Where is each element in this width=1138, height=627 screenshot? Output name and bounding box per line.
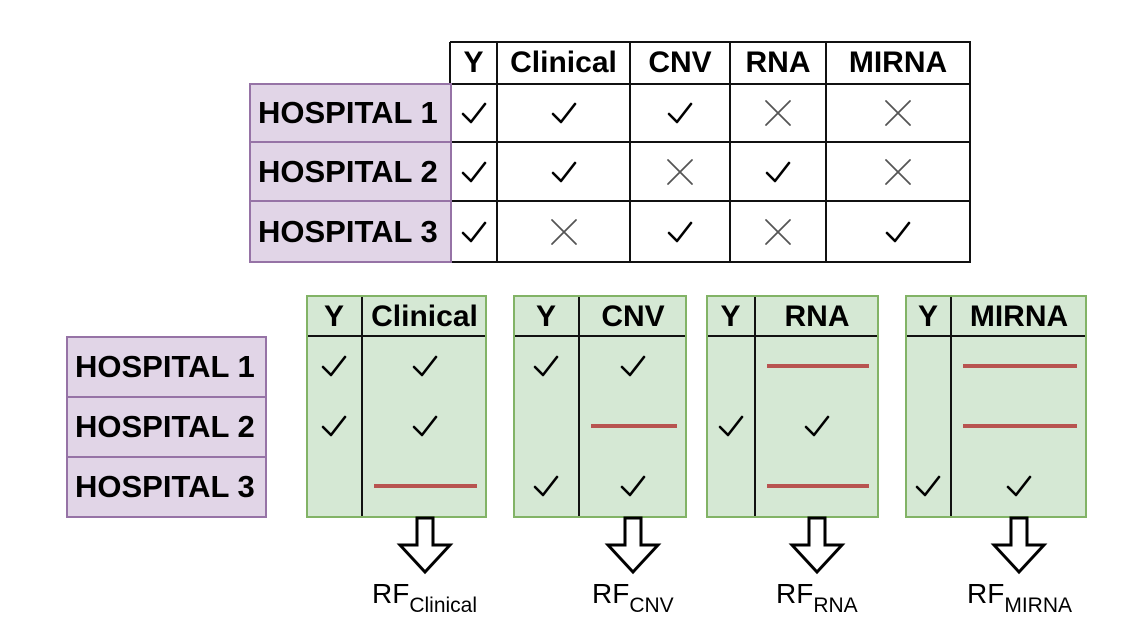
column-header-rna: RNA [745, 46, 811, 79]
hospital-label-3: HOSPITAL 3 [249, 200, 452, 263]
column-header-cnv: CNV [648, 46, 712, 79]
panel-header-cnv: CNV [601, 300, 665, 333]
check-icon [620, 355, 646, 377]
hospital-label-text: HOSPITAL 2 [258, 153, 438, 189]
down-arrow-icon [990, 516, 1048, 575]
check-icon [885, 221, 911, 242]
hospital-label-3-lower: HOSPITAL 3 [66, 456, 267, 518]
table-col-line [969, 42, 971, 263]
hospital-label-1-lower: HOSPITAL 1 [66, 336, 267, 398]
table-row-line [450, 141, 971, 143]
panel-divider [578, 297, 580, 516]
panel-header-y: Y [720, 300, 741, 333]
model-label-base: RF [372, 578, 410, 609]
panel-rna [706, 295, 879, 518]
check-icon [321, 355, 347, 377]
cross-icon [765, 100, 791, 126]
hospital-label-2: HOSPITAL 2 [249, 141, 452, 202]
check-icon [461, 221, 486, 242]
panel-clinical [306, 295, 487, 518]
column-header-y: Y [463, 46, 484, 79]
panel-header-line [308, 335, 485, 337]
table-col-line [729, 42, 731, 263]
check-icon [461, 102, 486, 124]
model-label-subscript: MIRNA [1004, 594, 1072, 617]
hospital-label-text: HOSPITAL 3 [258, 213, 438, 249]
down-arrow-icon [604, 516, 662, 575]
hospital-label-text: HOSPITAL 3 [75, 469, 255, 504]
check-icon [533, 355, 559, 377]
model-label-mirna: RFMIRNA [967, 578, 1072, 618]
cross-icon [550, 218, 577, 245]
cross-icon [885, 158, 911, 185]
missing-data-line [591, 424, 677, 428]
panel-header-rna: RNA [784, 300, 850, 333]
table-col-line [496, 42, 498, 263]
panel-header-line [907, 335, 1085, 337]
model-label-base: RF [776, 578, 814, 609]
cross-icon [885, 100, 911, 126]
table-row-line [450, 261, 971, 263]
column-header-clinical: Clinical [510, 46, 617, 79]
down-arrow-icon [788, 516, 846, 575]
check-icon [412, 355, 437, 377]
model-label-base: RF [967, 578, 1005, 609]
column-header-mirna: MIRNA [848, 46, 948, 79]
check-icon [412, 415, 437, 437]
missing-data-line [963, 364, 1077, 368]
panel-header-line [515, 335, 685, 337]
missing-data-line [767, 484, 869, 488]
hospital-label-text: HOSPITAL 2 [75, 409, 255, 444]
model-label-base: RF [592, 578, 630, 609]
model-label-subscript: RNA [813, 594, 858, 617]
hospital-label-text: HOSPITAL 1 [75, 349, 255, 384]
check-icon [915, 475, 941, 497]
missing-data-line [374, 484, 477, 488]
hospital-label-1: HOSPITAL 1 [249, 83, 452, 143]
model-label-clinical: RFClinical [372, 578, 477, 618]
check-icon [667, 221, 693, 242]
panel-cnv [513, 295, 687, 518]
hospital-label-text: HOSPITAL 1 [258, 95, 438, 130]
panel-header-y: Y [535, 300, 556, 333]
table-col-line [825, 42, 827, 263]
model-label-rna: RFRNA [776, 578, 858, 618]
check-icon [804, 415, 830, 437]
check-icon [551, 161, 576, 182]
panel-header-y: Y [323, 300, 344, 333]
check-icon [667, 102, 693, 124]
table-col-line [629, 42, 631, 263]
check-icon [1006, 475, 1032, 497]
panel-header-line [708, 335, 877, 337]
check-icon [533, 475, 559, 497]
panel-divider [950, 297, 952, 516]
model-label-subscript: CNV [629, 594, 674, 617]
missing-data-line [963, 424, 1077, 428]
panel-header-clinical: Clinical [371, 300, 478, 333]
table-row-line [450, 200, 971, 202]
check-icon [551, 102, 576, 124]
cross-icon [667, 158, 693, 185]
missing-data-line [767, 364, 869, 368]
cross-icon [765, 218, 791, 245]
panel-divider [361, 297, 363, 516]
table-row-line [450, 41, 971, 43]
model-label-subscript: Clinical [409, 594, 478, 617]
check-icon [620, 475, 646, 497]
check-icon [321, 415, 347, 437]
panel-header-y: Y [917, 300, 938, 333]
check-icon [461, 161, 486, 182]
panel-header-mirna: MIRNA [969, 300, 1069, 333]
hospital-label-2-lower: HOSPITAL 2 [66, 396, 267, 458]
panel-divider [754, 297, 756, 516]
check-icon [718, 415, 743, 437]
down-arrow-icon [396, 516, 453, 575]
model-label-cnv: RFCNV [592, 578, 674, 618]
check-icon [765, 161, 791, 182]
table-row-line [450, 83, 971, 85]
